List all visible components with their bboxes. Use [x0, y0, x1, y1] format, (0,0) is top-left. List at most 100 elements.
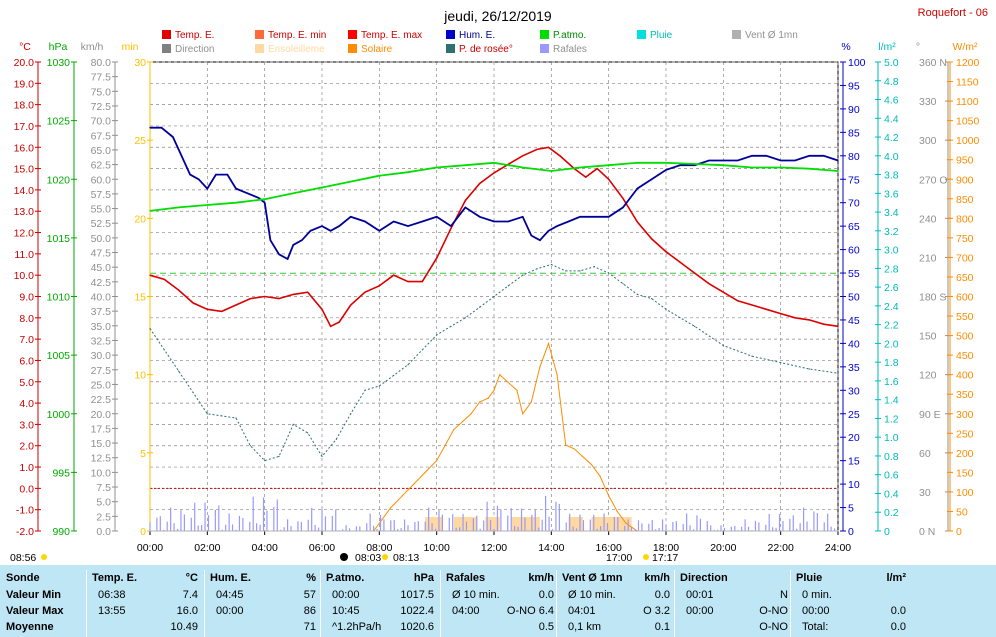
rain-axis-label: 2.4	[884, 301, 899, 313]
table-header: Temp. E.	[92, 572, 138, 584]
temp-axis-label: 11.0	[14, 249, 34, 261]
table-divider	[320, 570, 321, 637]
data-point	[522, 216, 524, 218]
summary-header	[0, 570, 996, 587]
table-divider	[86, 570, 87, 637]
solar-axis-label: 1000	[956, 135, 980, 147]
sun-icon	[41, 554, 47, 560]
data-point	[479, 182, 481, 185]
data-point	[550, 170, 552, 172]
wind-axis-label: 70.0	[91, 116, 112, 128]
data-point	[547, 342, 550, 344]
data-point	[608, 272, 610, 274]
hum-axis-label: 50	[848, 292, 860, 304]
temp-axis-label: 10.0	[14, 270, 35, 282]
data-point	[636, 221, 638, 223]
data-point	[522, 274, 524, 276]
data-point	[444, 444, 446, 446]
data-point	[206, 413, 208, 415]
sunshine-bar	[591, 517, 632, 531]
table-cell: 00:00	[686, 605, 714, 617]
rain-axis-label: 4.6	[884, 95, 899, 107]
data-point	[522, 413, 524, 415]
data-point	[651, 178, 653, 180]
wind-axis-label: 10.0	[91, 467, 112, 479]
data-point	[737, 159, 739, 162]
solar-axis-label: 550	[956, 311, 974, 323]
data-point	[436, 216, 438, 218]
data-point	[453, 428, 455, 430]
data-point	[479, 216, 481, 218]
table-cell: ^1.2hPa/h	[332, 621, 382, 633]
data-point	[407, 280, 409, 283]
wind-axis-label: 2.5	[96, 511, 111, 523]
data-point	[178, 370, 180, 372]
data-point	[625, 522, 627, 524]
legend-swatch	[446, 44, 455, 53]
dir-axis-label: 240	[919, 213, 937, 225]
data-point	[507, 381, 509, 384]
data-point	[436, 334, 438, 336]
temp-axis-label: 9.0	[19, 292, 34, 304]
data-point	[378, 385, 380, 387]
solar-axis-label: 850	[956, 194, 974, 206]
data-point	[264, 460, 266, 462]
data-point	[364, 220, 366, 223]
table-cell: N	[780, 589, 788, 601]
hum-axis-label: 15	[848, 456, 860, 468]
table-cell: 04:01	[568, 605, 596, 617]
data-point	[172, 136, 174, 138]
legend-swatch	[540, 44, 549, 53]
data-point	[149, 530, 151, 532]
table-header: Pluie	[796, 572, 823, 584]
hum-axis-label: 75	[848, 174, 860, 186]
data-point	[390, 506, 392, 509]
hum-axis-label: 80	[848, 151, 860, 163]
table-cell: 13:55	[98, 605, 126, 617]
time-label: 24:00	[825, 542, 851, 554]
table-header-unit: km/h	[528, 572, 554, 584]
data-point	[246, 192, 249, 194]
data-point	[180, 155, 183, 157]
solar-axis-label: 450	[956, 350, 974, 362]
solar-axis-label: 900	[956, 174, 974, 186]
rain-axis-label: 1.4	[884, 395, 899, 407]
rain-axis-label: 3.6	[884, 188, 899, 200]
data-point	[837, 325, 839, 327]
wind-axis-label: 55.0	[91, 204, 112, 216]
data-point	[278, 253, 280, 255]
data-point	[507, 220, 509, 223]
table-header-unit: l/m²	[886, 572, 906, 584]
grid	[149, 61, 839, 532]
data-point	[235, 304, 237, 306]
axis-unit: °C	[19, 41, 31, 53]
data-point	[556, 374, 558, 376]
data-point	[593, 266, 595, 268]
wind-axis-label: 12.5	[91, 453, 112, 465]
legend-label: Direction	[175, 44, 214, 55]
data-point	[516, 389, 518, 391]
data-point	[436, 530, 438, 532]
table-cell: 06:38	[98, 589, 126, 601]
data-point	[780, 312, 782, 315]
data-point	[765, 155, 767, 157]
legend-label: Temp. E.	[175, 30, 214, 41]
data-point	[278, 455, 280, 457]
data-point	[407, 225, 409, 227]
table-cell: Ø 10 min.	[568, 589, 616, 601]
sun-icon	[382, 554, 388, 560]
data-point	[722, 164, 724, 166]
data-point	[450, 325, 452, 327]
data-point	[596, 167, 598, 170]
data-point	[694, 272, 696, 274]
data-point	[590, 463, 593, 466]
sunrise-label: 08:03	[355, 552, 381, 564]
data-point	[622, 206, 624, 208]
wind-axis-label: 60.0	[91, 174, 112, 186]
data-point	[651, 238, 653, 240]
data-point	[321, 308, 323, 310]
sun-axis-label: 5	[140, 448, 146, 460]
solar-axis-label: 350	[956, 389, 974, 401]
legend: Temp. E. Temp. E. min Temp. E. max Hum. E. P…	[162, 30, 798, 55]
data-point	[636, 188, 638, 190]
